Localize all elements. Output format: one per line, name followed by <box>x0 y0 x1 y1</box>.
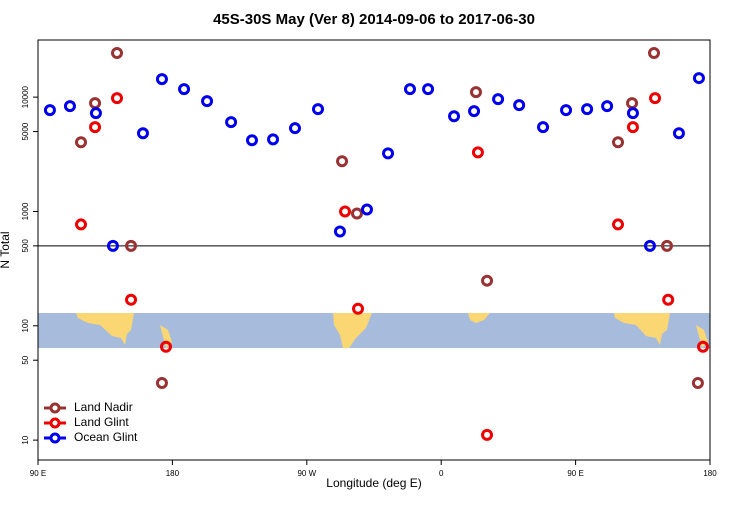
point <box>692 72 705 85</box>
point <box>360 203 373 216</box>
point <box>643 239 656 252</box>
x-tick-label: 0 <box>439 469 444 478</box>
y-tick-label: 100 <box>21 319 30 333</box>
point <box>492 93 505 106</box>
x-tick-label: 180 <box>166 469 180 478</box>
point <box>289 122 302 135</box>
point <box>468 105 481 118</box>
y-tick-label: 50 <box>21 355 30 364</box>
point <box>106 239 119 252</box>
point <box>448 110 461 123</box>
point <box>333 225 346 238</box>
point <box>225 116 238 129</box>
point <box>155 73 168 86</box>
point <box>89 97 102 110</box>
point <box>422 83 435 96</box>
x-axis-label: Longitude (deg E) <box>326 476 421 490</box>
legend-label: Ocean Glint <box>74 430 138 444</box>
point <box>267 133 280 146</box>
point <box>662 293 675 306</box>
point <box>513 99 526 112</box>
point <box>537 121 550 134</box>
point <box>125 239 138 252</box>
point <box>696 340 709 353</box>
point <box>352 302 365 315</box>
point <box>601 100 614 113</box>
point <box>136 127 149 140</box>
point <box>89 121 102 134</box>
x-tick-label: 180 <box>703 469 717 478</box>
point <box>471 146 484 159</box>
point <box>43 104 56 117</box>
point <box>403 83 416 96</box>
point <box>339 205 352 218</box>
point <box>626 97 639 110</box>
x-tick-label: 90 E <box>567 469 583 478</box>
legend-marker <box>49 402 61 414</box>
y-tick-label: 10000 <box>21 85 30 108</box>
legend-label: Land Nadir <box>74 400 133 414</box>
point <box>110 47 123 60</box>
point <box>382 147 395 160</box>
point <box>612 218 625 231</box>
point <box>110 92 123 105</box>
point <box>612 136 625 149</box>
y-tick-label: 10 <box>21 435 30 444</box>
point <box>626 121 639 134</box>
point <box>649 92 662 105</box>
point <box>178 83 191 96</box>
point <box>672 127 685 140</box>
point <box>159 340 172 353</box>
point <box>201 95 214 108</box>
point <box>660 239 673 252</box>
point <box>481 428 494 441</box>
y-axis-label: N Total <box>0 231 12 268</box>
point <box>581 103 594 116</box>
x-tick-label: 90 E <box>30 469 46 478</box>
legend-marker <box>49 417 61 429</box>
point <box>155 376 168 389</box>
point <box>350 207 363 220</box>
point <box>63 100 76 113</box>
map-band <box>38 313 710 348</box>
point <box>89 107 102 120</box>
y-tick-label: 1000 <box>21 202 30 220</box>
point <box>469 86 482 99</box>
legend-marker <box>49 432 61 444</box>
y-tick-label: 5000 <box>21 122 30 140</box>
point <box>312 103 324 116</box>
point <box>245 134 258 147</box>
point <box>560 104 573 117</box>
plot-frame <box>37 39 711 461</box>
point <box>626 107 639 120</box>
point <box>648 47 660 60</box>
y-tick-label: 500 <box>21 239 30 253</box>
point <box>75 218 88 231</box>
chart-title: 45S-30S May (Ver 8) 2014-09-06 to 2017-0… <box>213 11 535 28</box>
point <box>481 274 494 287</box>
point <box>336 155 349 168</box>
x-tick-label: 90 W <box>297 469 316 478</box>
point <box>125 293 138 306</box>
point <box>691 376 704 389</box>
point <box>75 136 88 149</box>
legend-label: Land Glint <box>74 415 129 429</box>
